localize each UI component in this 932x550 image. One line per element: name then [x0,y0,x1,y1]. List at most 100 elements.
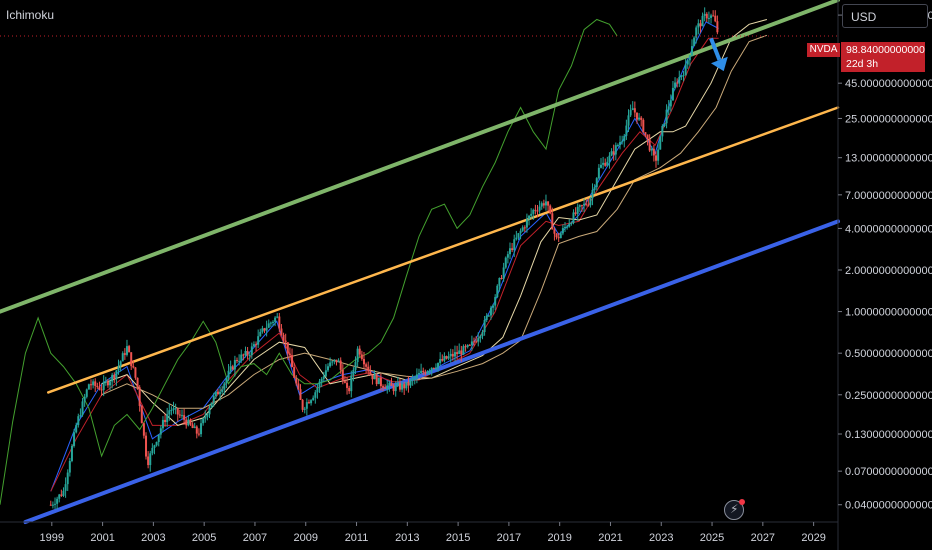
candle-body [174,408,177,410]
candle-body [128,346,131,353]
candle-body [388,382,391,386]
notification-dot [739,499,745,505]
currency-button[interactable]: USD [842,4,928,28]
candle-body [68,460,71,473]
orange-channel-trendline[interactable] [46,106,840,394]
candle-body [390,382,393,386]
candle-body [629,110,632,116]
candle-body [485,315,488,320]
y-tick-label: 0.1300000000000 [845,429,932,441]
candle-body [305,402,308,409]
candle-body [367,366,370,372]
candle-body [324,370,327,377]
candle-body [519,230,522,234]
annotations[interactable] [709,37,728,72]
candle-body [346,382,349,388]
candle-body [106,381,109,386]
indicator-label[interactable]: Ichimoku [6,8,55,22]
candle-body [587,204,590,206]
candle-body [568,223,571,227]
candle-body [168,410,171,415]
candle-body [420,370,423,374]
green-channel-trendline[interactable] [0,0,840,314]
candle-body [642,119,645,133]
candle-body [83,396,86,402]
y-tick-label: 13.000000000000 [845,153,932,165]
candle-body [428,370,431,372]
candle-body [134,367,137,378]
candle-body [157,434,160,443]
candle-body [166,414,169,423]
candle-body [276,316,279,318]
candle-body [553,229,556,234]
candle-body [585,203,588,205]
candle-body [432,367,435,369]
candle-body [244,350,247,356]
candle-body [316,387,319,393]
x-tick-label: 2023 [649,532,673,544]
candle-body [644,132,647,135]
candle-body [233,360,236,370]
x-tick-label: 2011 [345,532,369,544]
candle-body [115,370,118,379]
candle-body [468,344,471,346]
candle-body [62,490,65,496]
candle-body [132,366,135,368]
candle-body [297,383,300,390]
candle-body [638,117,641,120]
candle-body [327,366,330,371]
arrow-head-icon [711,56,728,72]
candle-body [369,371,372,375]
x-tick-label: 2021 [598,532,622,544]
x-tick-label: 2009 [294,532,318,544]
candle-body [193,426,196,428]
lightning-badge-icon[interactable]: ⚡ [724,499,745,520]
candle-body [54,503,57,505]
candle-body [293,367,296,378]
candle-body [540,203,543,207]
candle-body [358,348,361,355]
candle-body [312,397,315,401]
candle-body [458,350,461,355]
y-tick-label: 0.2500000000000 [845,390,932,402]
candle-body [411,378,414,380]
last-price-value: 98.84000000000 [846,44,925,56]
y-tick-label: 7.0000000000000 [845,190,932,202]
candle-body [255,344,258,346]
candle-body [210,402,213,408]
candle-body [680,75,683,78]
candle-body [413,377,416,379]
candle-body [555,233,558,238]
candle-body [494,297,497,306]
candle-body [580,205,583,207]
x-tick-label: 2029 [801,532,825,544]
candle-body [631,108,634,111]
down-arrow-icon[interactable] [709,37,722,61]
candle-body [49,504,52,506]
candle-body [456,352,459,355]
candle-body [479,336,482,339]
candle-body [274,317,277,322]
candle-body [379,377,382,387]
candle-body [506,254,509,258]
candle-body [206,414,209,417]
candle-body [261,328,264,332]
candle-body [566,226,569,228]
candle-body [665,109,668,124]
candle-body [424,372,427,374]
candle-body [79,415,82,417]
candle-body [149,453,152,466]
candle-body [161,419,164,429]
candle-body [481,332,484,337]
candle-body [693,37,696,47]
candle-body [282,334,285,341]
candles [49,7,719,510]
candle-body [204,416,207,419]
candle-body [504,257,507,268]
candle-body [489,307,492,316]
candle-body [612,151,615,155]
candle-body [589,198,592,206]
candle-body [669,100,672,107]
candle-body [449,353,452,357]
